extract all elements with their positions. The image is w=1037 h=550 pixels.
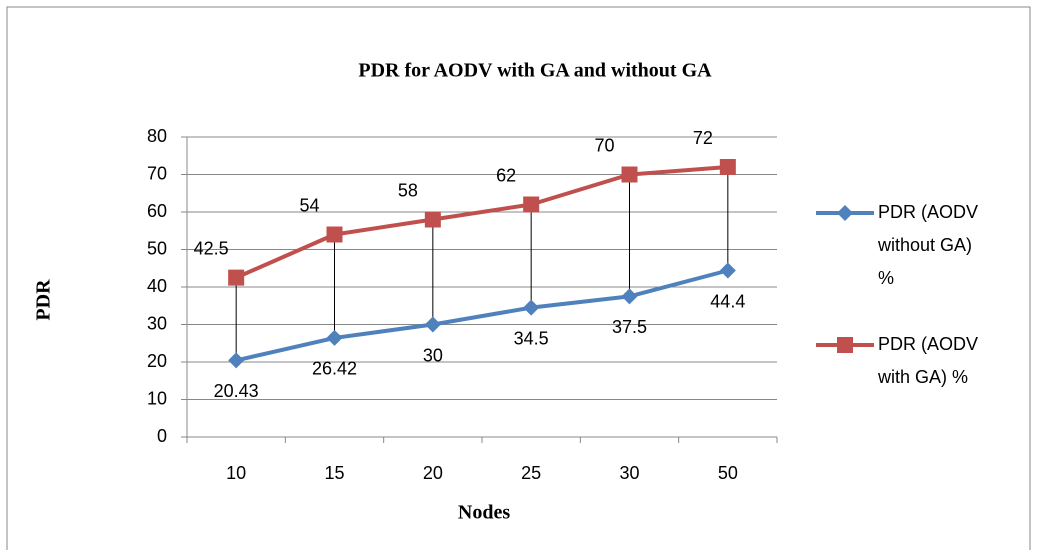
legend-line-text: PDR (AODV xyxy=(878,202,978,222)
x-tick-label: 10 xyxy=(226,463,246,483)
marker xyxy=(837,337,853,353)
y-tick-label: 60 xyxy=(147,201,167,221)
legend-label: PDR (AODV with GA) % xyxy=(877,334,978,387)
data-label: 30 xyxy=(423,345,443,365)
chart-border xyxy=(6,6,1031,550)
y-tick-label: 0 xyxy=(157,426,167,446)
x-tick-label: 15 xyxy=(324,463,344,483)
data-label: 34.5 xyxy=(514,328,549,348)
data-label: 20.43 xyxy=(214,381,259,401)
series-line xyxy=(235,165,728,280)
x-tick-label: 50 xyxy=(718,463,738,483)
marker xyxy=(837,205,853,221)
y-tick-label: 80 xyxy=(147,126,167,146)
y-tick-label: 30 xyxy=(147,313,167,333)
legend-label: PDR (AODV without GA)% xyxy=(877,202,978,288)
legend-line-text: PDR (AODV xyxy=(878,334,978,354)
legend-line-text: without GA) xyxy=(877,235,972,255)
data-label: 37.5 xyxy=(612,317,647,337)
data-label: 54 xyxy=(299,195,319,215)
x-axis-label: Nodes xyxy=(458,502,510,524)
marker xyxy=(621,288,638,305)
x-tick-label: 30 xyxy=(619,463,639,483)
marker xyxy=(424,316,441,333)
data-label: 62 xyxy=(496,165,516,185)
marker xyxy=(523,299,540,316)
marker xyxy=(228,269,245,286)
y-tick-label: 40 xyxy=(147,276,167,296)
legend-line-text: with GA) % xyxy=(877,367,968,387)
marker xyxy=(719,159,736,175)
x-tick-label: 20 xyxy=(423,463,443,483)
y-tick-label: 50 xyxy=(147,238,167,258)
marker xyxy=(621,166,638,183)
y-tick-label: 70 xyxy=(147,163,167,183)
y-axis-label: PDR xyxy=(33,279,55,321)
marker xyxy=(424,211,441,228)
series-line xyxy=(235,268,729,363)
data-label: 26.42 xyxy=(312,359,357,379)
marker xyxy=(523,196,540,213)
marker xyxy=(326,329,343,346)
data-label: 44.4 xyxy=(710,291,745,311)
marker xyxy=(719,262,736,279)
data-label: 72 xyxy=(693,128,713,148)
x-tick-label: 25 xyxy=(521,463,541,483)
y-tick-label: 20 xyxy=(147,351,167,371)
marker xyxy=(326,226,343,243)
chart-title: PDR for AODV with GA and without GA xyxy=(358,60,712,82)
data-label: 58 xyxy=(398,180,418,200)
legend-line-text: % xyxy=(878,268,894,288)
y-tick-label: 10 xyxy=(147,388,167,408)
data-label: 42.5 xyxy=(194,238,229,258)
data-label: 70 xyxy=(594,135,614,155)
marker xyxy=(228,352,245,369)
